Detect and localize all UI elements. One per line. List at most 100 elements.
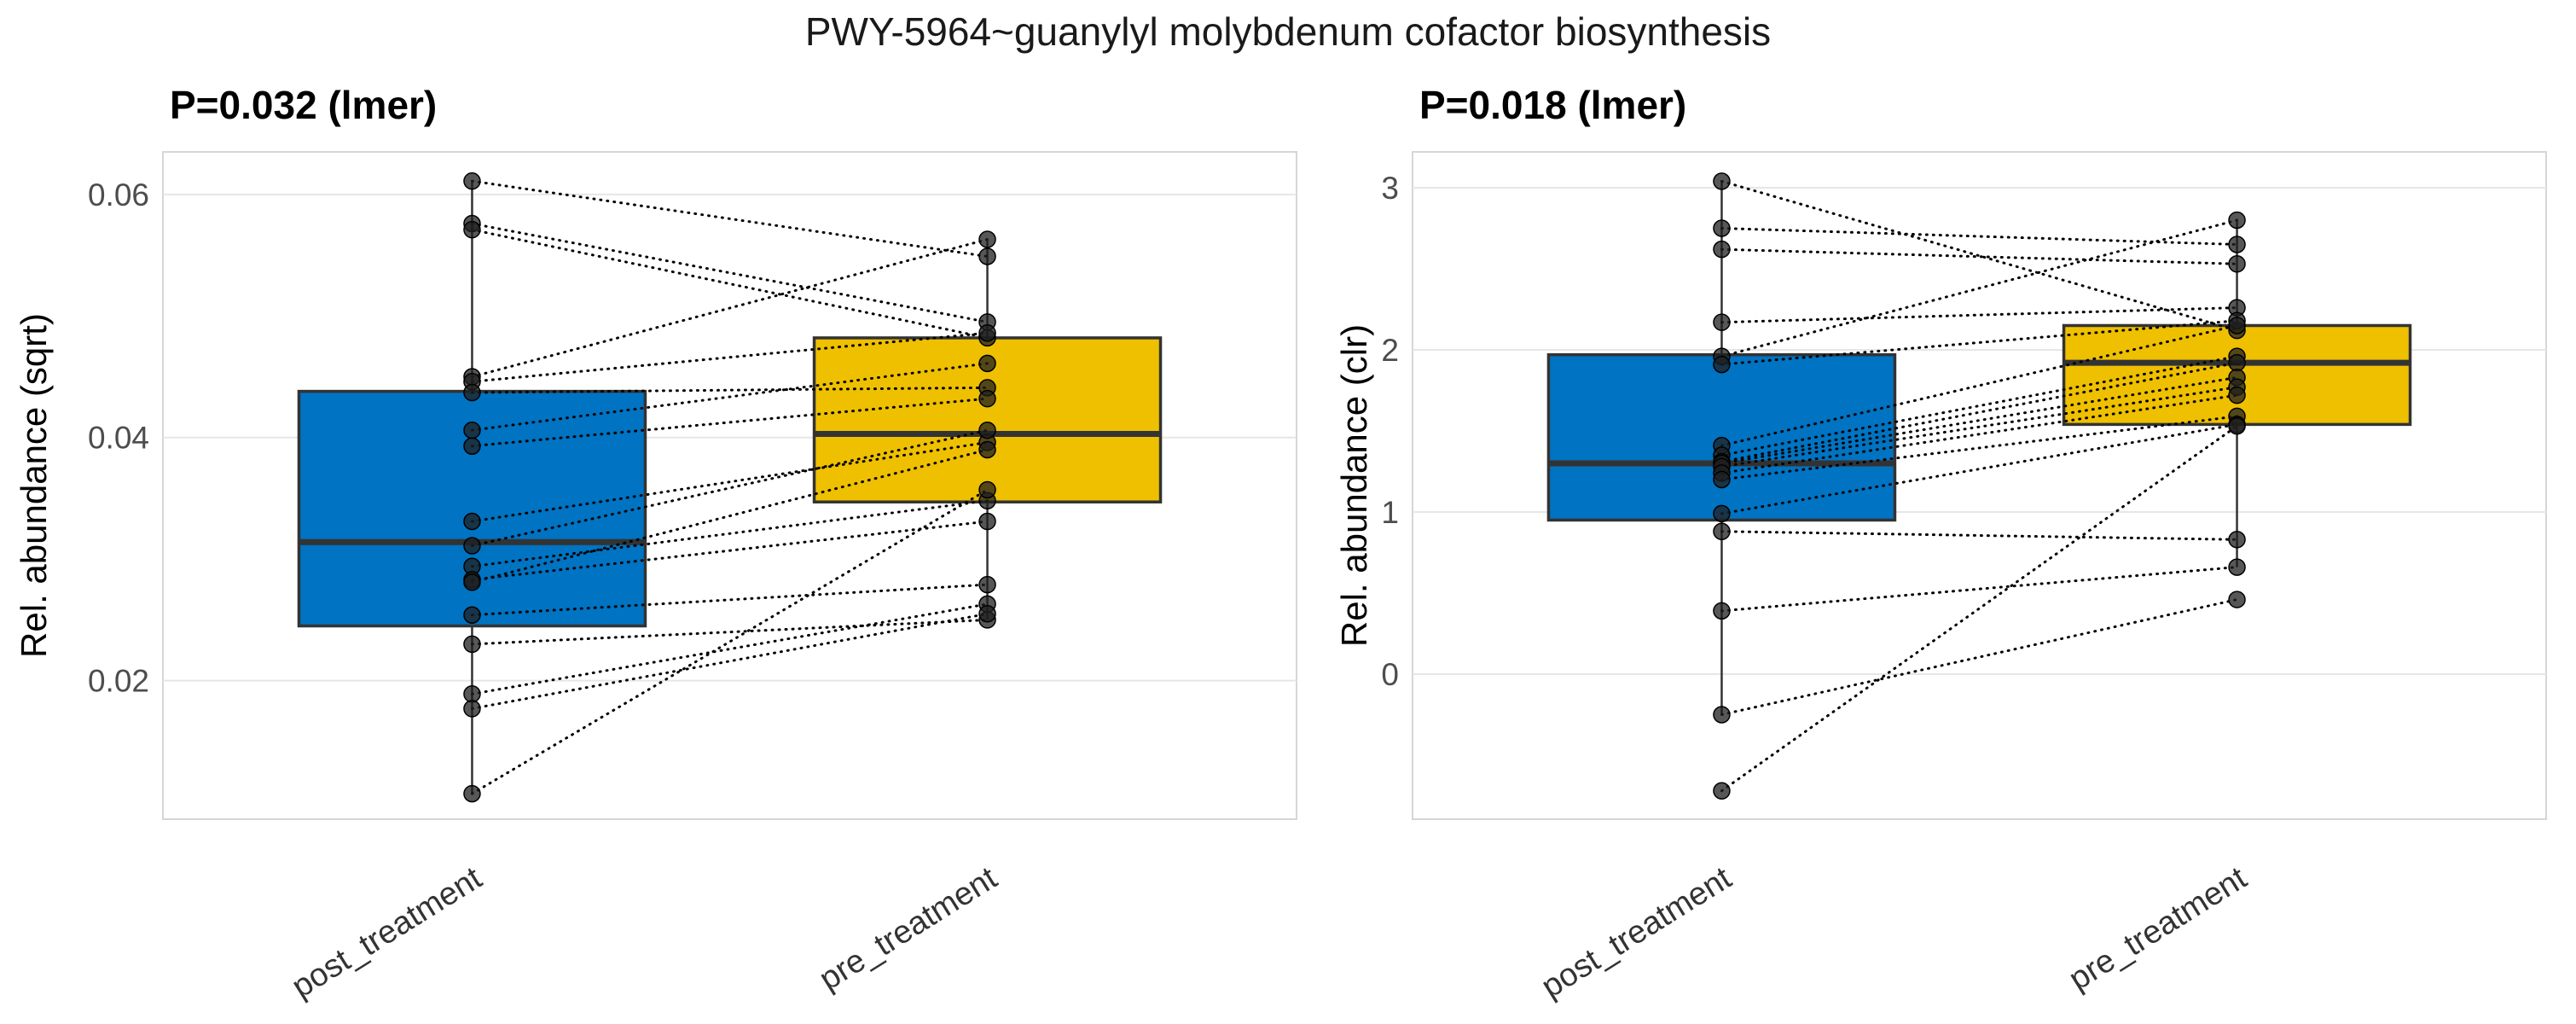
data-point xyxy=(1713,706,1731,724)
pair-line xyxy=(1720,247,2239,265)
x-tick-label: post_treatment xyxy=(286,860,489,1005)
x-tick-label: post_treatment xyxy=(1535,860,1738,1005)
data-point xyxy=(2228,211,2246,230)
pair-line xyxy=(1720,306,2239,324)
pair-line xyxy=(470,618,989,646)
pair-line xyxy=(1720,375,2239,465)
x-tick-label: pre_treatment xyxy=(2063,860,2253,998)
pair-line xyxy=(1720,323,2239,447)
data-point xyxy=(1713,782,1731,800)
pair-line xyxy=(1720,361,2239,463)
pair-line xyxy=(470,488,989,795)
data-point xyxy=(2228,591,2246,608)
pair-line xyxy=(470,440,989,523)
data-point xyxy=(978,389,996,408)
data-point xyxy=(978,230,996,248)
data-point xyxy=(978,354,996,373)
pair-line xyxy=(470,448,989,584)
data-point xyxy=(463,573,481,591)
data-point xyxy=(463,537,481,555)
paired-lines xyxy=(470,179,989,795)
data-point xyxy=(463,383,481,402)
data-point xyxy=(978,247,996,265)
pair-line xyxy=(470,362,989,432)
pair-line xyxy=(1720,218,2239,358)
y-tick-label: 3 xyxy=(1381,171,1399,206)
data-point xyxy=(978,512,996,531)
panel-left: 0.02 0.04 0.06 post_treatment pre_treatment xyxy=(88,151,1297,1005)
y-tick-label: 0.02 xyxy=(88,664,149,699)
pair-line xyxy=(1720,179,2239,332)
data-point xyxy=(2228,317,2246,335)
data-point xyxy=(2228,531,2246,549)
data-point xyxy=(1713,355,1731,374)
pair-line xyxy=(470,397,989,448)
data-point xyxy=(978,480,996,499)
data-point xyxy=(978,605,996,623)
data-point xyxy=(463,606,481,624)
data-point xyxy=(1713,470,1731,489)
data-point xyxy=(463,635,481,654)
y-tick-label: 0.06 xyxy=(88,177,149,212)
data-point xyxy=(978,575,996,594)
pair-line xyxy=(470,612,989,710)
data-point xyxy=(978,323,996,342)
data-point xyxy=(2228,236,2246,253)
pair-line xyxy=(1720,530,2239,541)
data-point xyxy=(1713,504,1731,523)
y-tick-label: 1 xyxy=(1381,495,1399,530)
pair-line xyxy=(470,602,989,695)
data-point xyxy=(463,784,481,803)
data-point xyxy=(463,700,481,718)
data-point xyxy=(463,437,481,455)
left-panel-pvalue-subtitle: P=0.032 (lmer) xyxy=(170,83,438,127)
data-point xyxy=(463,685,481,703)
data-point xyxy=(2228,353,2246,372)
pair-line xyxy=(1720,355,2239,457)
data-point xyxy=(463,512,481,531)
pair-line xyxy=(1720,566,2239,613)
pair-line xyxy=(470,583,989,617)
pair-line xyxy=(1720,422,2239,515)
data-point xyxy=(2228,417,2246,435)
pair-line xyxy=(470,222,989,323)
pair-line xyxy=(1720,386,2239,468)
y-tick-label: 2 xyxy=(1381,333,1399,368)
data-point xyxy=(1713,219,1731,237)
data-point xyxy=(1713,522,1731,541)
right-panel-pvalue-subtitle: P=0.018 (lmer) xyxy=(1419,83,1687,127)
pair-line xyxy=(1720,319,2239,366)
paired-lines xyxy=(1720,179,2239,793)
y-tick-label: 0.04 xyxy=(88,421,149,456)
panel-right: 0 1 2 3 post_treatment pre_treatment xyxy=(1381,151,2547,1005)
data-point xyxy=(1713,240,1731,259)
data-point xyxy=(1713,602,1731,620)
pair-line xyxy=(1720,598,2239,716)
pair-line xyxy=(1720,415,2239,481)
data-points xyxy=(1713,172,2246,800)
data-point xyxy=(2228,255,2246,273)
x-tick-label: pre_treatment xyxy=(813,860,1003,998)
data-points xyxy=(463,172,996,803)
data-point xyxy=(1713,172,1731,190)
pair-line xyxy=(470,428,989,548)
pair-line xyxy=(470,520,989,581)
pair-line xyxy=(1720,424,2239,793)
data-point xyxy=(463,172,481,190)
pair-line xyxy=(470,499,989,568)
chart-title: PWY-5964~guanylyl molybdenum cofactor bi… xyxy=(804,9,1772,54)
pair-line xyxy=(470,238,989,379)
pair-line xyxy=(470,331,989,383)
pair-line xyxy=(470,228,989,340)
pair-line xyxy=(470,179,989,258)
y-tick-label: 0 xyxy=(1381,657,1399,692)
data-point xyxy=(463,421,481,439)
data-point xyxy=(978,421,996,439)
pair-line xyxy=(1720,393,2239,474)
pair-line xyxy=(470,386,989,394)
data-point xyxy=(1713,313,1731,331)
data-point xyxy=(463,220,481,239)
data-point xyxy=(2228,386,2246,404)
data-point xyxy=(2228,558,2246,576)
